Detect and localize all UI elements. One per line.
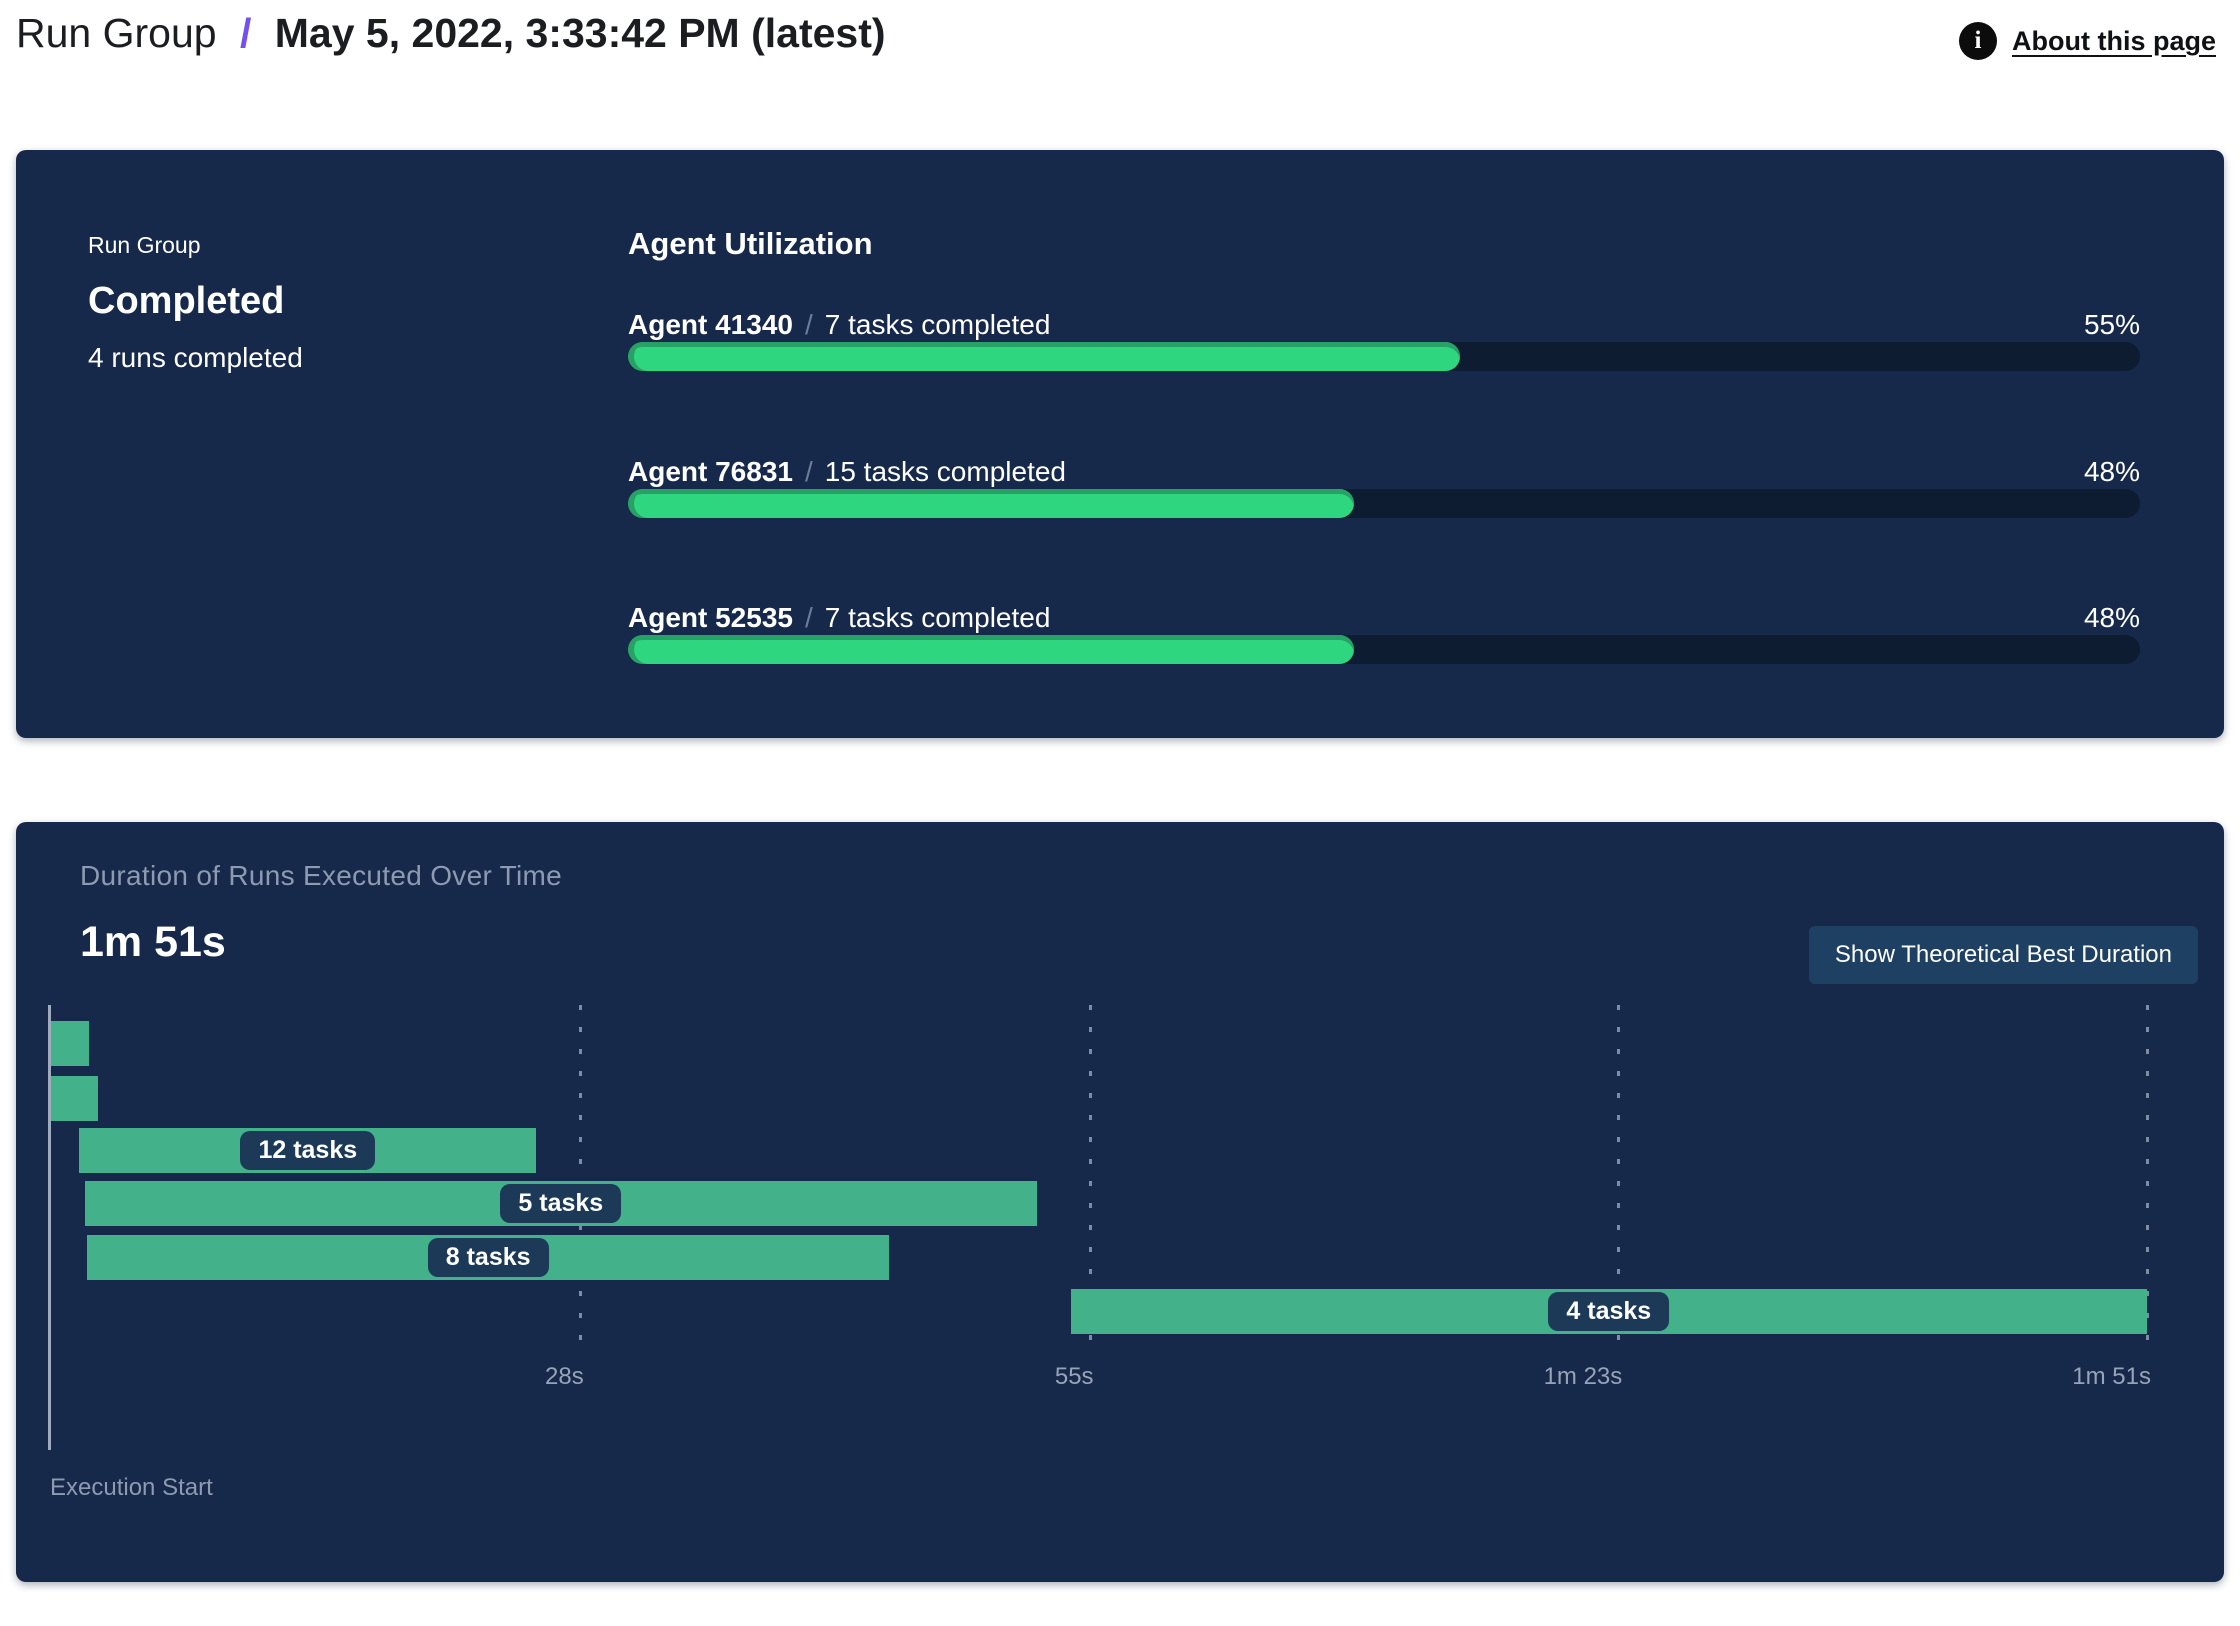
gantt-gridline	[1088, 1005, 1092, 1355]
agent-utilization-row: Agent 76831 / 15 tasks completed 48%	[628, 455, 2140, 518]
agent-utilization-percent: 48%	[2083, 602, 2140, 633]
agent-utilization-percent: 48%	[2083, 456, 2140, 487]
gantt-gridline	[2146, 1005, 2149, 1355]
run-group-label: Run Group	[88, 232, 201, 258]
run-duration-bar: 4 tasks	[1070, 1289, 2147, 1334]
gantt-chart: 28s 55s 1m 23s 1m 51s 12 tasks 5 tasks 8 tasks…	[48, 1005, 2151, 1450]
agent-name: Agent 52535	[628, 602, 793, 633]
task-count-pill: 8 tasks	[427, 1238, 549, 1277]
agent-utilization-row: Agent 52535 / 7 tasks completed 48%	[628, 601, 2140, 664]
total-duration-value: 1m 51s	[80, 918, 226, 966]
agent-separator: /	[804, 602, 813, 633]
run-group-summary-panel: Run Group Completed 4 runs completed Age…	[16, 150, 2224, 738]
execution-start-label: Execution Start	[50, 1474, 213, 1501]
agent-tasks-completed: 7 tasks completed	[824, 309, 1051, 340]
run-duration-bar	[51, 1076, 99, 1121]
page-header: Run Group / May 5, 2022, 3:33:42 PM (lat…	[16, 6, 2224, 136]
task-count-pill: 5 tasks	[500, 1184, 622, 1223]
agent-separator: /	[804, 456, 813, 487]
run-duration-bar: 8 tasks	[86, 1235, 890, 1280]
utilization-progress-fill	[628, 635, 1354, 664]
agent-label-line: Agent 76831 / 15 tasks completed 48%	[628, 455, 2140, 489]
page-title: May 5, 2022, 3:33:42 PM (latest)	[274, 10, 886, 56]
show-theoretical-best-duration-button[interactable]: Show Theoretical Best Duration	[1808, 926, 2198, 984]
agent-utilization-percent: 55%	[2083, 309, 2140, 340]
utilization-progress-track	[628, 342, 2140, 371]
axis-tick-label: 28s	[545, 1363, 584, 1390]
duration-chart-title: Duration of Runs Executed Over Time	[80, 860, 563, 891]
utilization-progress-fill	[628, 342, 1460, 371]
utilization-progress-track	[628, 489, 2140, 518]
gantt-gridline	[1617, 1005, 1621, 1355]
agent-name: Agent 41340	[628, 309, 793, 340]
run-group-status: Completed	[88, 280, 285, 322]
about-this-page-link[interactable]: i About this page	[1959, 22, 2216, 60]
utilization-progress-track	[628, 635, 2140, 664]
run-duration-bar	[51, 1021, 89, 1066]
gantt-gridline	[578, 1005, 582, 1355]
agent-tasks-completed: 7 tasks completed	[824, 602, 1051, 633]
runs-completed-summary: 4 runs completed	[88, 342, 303, 373]
agent-separator: /	[804, 309, 813, 340]
breadcrumb-run-group: Run Group	[16, 10, 217, 56]
breadcrumb: Run Group / May 5, 2022, 3:33:42 PM (lat…	[16, 6, 2224, 60]
axis-tick-label: 1m 51s	[2072, 1363, 2151, 1390]
agent-utilization-row: Agent 41340 / 7 tasks completed 55%	[628, 308, 2140, 371]
agent-utilization-title: Agent Utilization	[628, 226, 873, 261]
breadcrumb-separator: /	[239, 10, 252, 56]
axis-tick-label: 1m 23s	[1543, 1363, 1623, 1390]
agent-label-line: Agent 41340 / 7 tasks completed 55%	[628, 308, 2140, 342]
about-link-label: About this page	[2012, 25, 2216, 56]
axis-tick-label: 55s	[1054, 1363, 1094, 1390]
run-duration-bar: 12 tasks	[79, 1128, 537, 1173]
utilization-progress-fill	[628, 489, 1354, 518]
task-count-pill: 12 tasks	[240, 1131, 376, 1170]
info-icon: i	[1959, 22, 1997, 60]
agent-label-line: Agent 52535 / 7 tasks completed 48%	[628, 601, 2140, 635]
execution-start-axis-line	[48, 1005, 51, 1450]
task-count-pill: 4 tasks	[1548, 1292, 1670, 1331]
agent-tasks-completed: 15 tasks completed	[824, 456, 1066, 487]
agent-name: Agent 76831	[628, 456, 793, 487]
run-duration-bar: 5 tasks	[84, 1181, 1037, 1226]
duration-panel: Duration of Runs Executed Over Time 1m 5…	[16, 822, 2224, 1582]
